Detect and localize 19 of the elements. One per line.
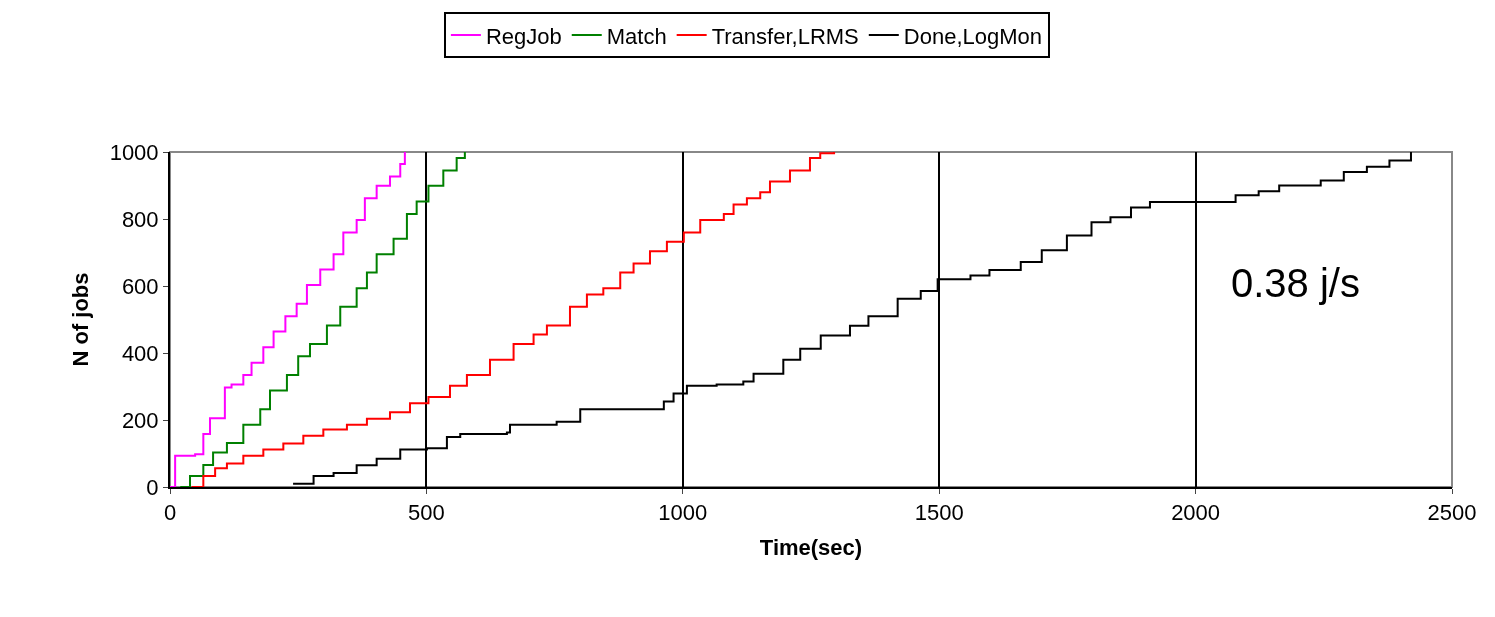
x-axis-title: Time(sec) xyxy=(759,534,863,560)
y-tick-label: 200 xyxy=(121,407,159,433)
legend-label: RegJob xyxy=(485,23,562,49)
x-tick-label: 1000 xyxy=(658,500,708,526)
x-tick-label: 2000 xyxy=(1171,500,1221,526)
x-tick-label: 500 xyxy=(408,500,445,526)
y-tick-label: 600 xyxy=(121,273,159,299)
y-axis-title: N of jobs xyxy=(67,272,93,367)
y-tick-label: 800 xyxy=(121,206,159,232)
x-tick-label: 2500 xyxy=(1427,500,1477,526)
legend-label: Match xyxy=(606,23,667,49)
y-tick-label: 1000 xyxy=(109,139,159,165)
legend-label: Done,LogMon xyxy=(903,23,1043,49)
y-tick-label: 0 xyxy=(146,474,159,500)
y-tick-label: 400 xyxy=(121,340,159,366)
annotation: 0.38 j/s xyxy=(1231,261,1360,305)
legend-label: Transfer,LRMS xyxy=(711,23,859,49)
x-tick-label: 0 xyxy=(163,500,177,526)
x-tick-label: 1500 xyxy=(914,500,964,526)
